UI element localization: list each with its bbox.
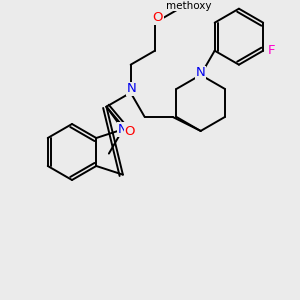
Text: N: N xyxy=(118,123,128,136)
Text: O: O xyxy=(153,11,163,24)
Text: N: N xyxy=(196,66,206,80)
Text: F: F xyxy=(267,44,275,57)
Text: O: O xyxy=(124,124,135,138)
Text: N: N xyxy=(127,82,136,95)
Text: methoxy: methoxy xyxy=(167,1,212,11)
